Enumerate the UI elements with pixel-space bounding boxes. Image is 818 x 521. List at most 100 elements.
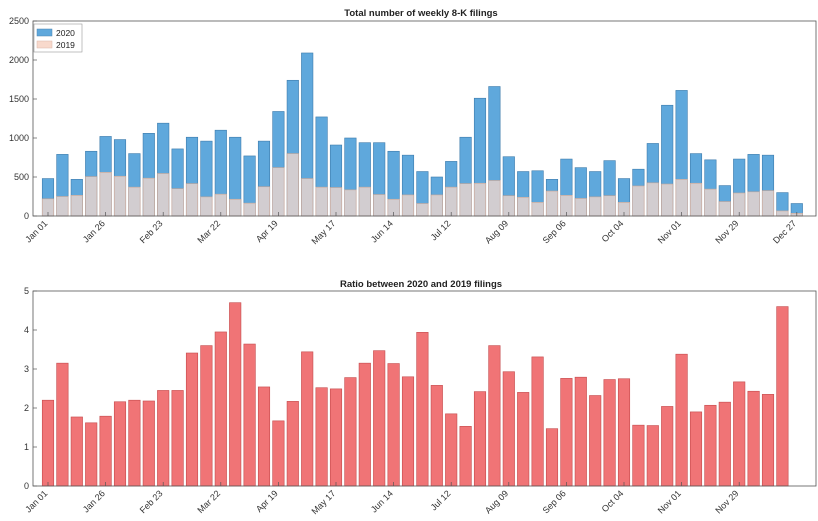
ratio-bar-s0-35 <box>545 428 559 487</box>
filings-bar-s1-33 <box>517 196 530 217</box>
ratio-bar-s0-06 <box>128 399 141 487</box>
ratio-xtick-label-0: Jan 01 <box>23 488 49 514</box>
filings-bar-s1-05 <box>113 175 127 217</box>
ratio-ytick-label-1: 1 <box>24 442 29 452</box>
ratio-bar-s0-50 <box>761 394 775 487</box>
filings-bar-s1-19 <box>315 186 328 217</box>
ratio-x-axis: Jan 01 Jan 26 Feb 23 Mar 22 Apr 19 May 17 Jun … <box>23 482 741 516</box>
ratio-xtick-label-11: Nov 01 <box>656 488 683 515</box>
filings-bar-s1-22 <box>358 186 371 217</box>
filings-xtick-label-13: Dec 27 <box>771 218 798 245</box>
ratio-xtick-label-7: Jul 12 <box>429 488 453 512</box>
ratio-bar-s0-32 <box>502 371 515 487</box>
ratio-bar-s0-13 <box>229 302 242 487</box>
filings-chart: Total number of weekly 8-K filings 0 500 1… <box>9 8 817 246</box>
filings-bar-s1-14 <box>243 202 256 217</box>
ratio-chart-title: Ratio between 2020 and 2019 filings <box>340 279 502 290</box>
filings-bar-s1-17 <box>286 153 299 217</box>
filings-bar-s1-11 <box>200 196 213 217</box>
filings-bar-s1-20 <box>329 187 343 217</box>
filings-bar-s1-08 <box>157 173 170 217</box>
ratio-bar-s0-01 <box>56 362 69 487</box>
ratio-bar-s0-11 <box>200 345 213 487</box>
ratio-bar-s0-21 <box>344 377 357 487</box>
ratio-chart: Ratio between 2020 and 2019 filings 0 1 2 3… <box>23 279 817 516</box>
ratio-bar-s0-16 <box>272 420 285 487</box>
ratio-bar-s0-18 <box>301 351 314 487</box>
filings-xtick-label-3: Mar 22 <box>195 218 222 245</box>
ratio-xtick-label-9: Sep 06 <box>541 488 568 515</box>
ratio-bar-s0-48 <box>733 381 746 487</box>
filings-bar-s1-26 <box>416 203 429 217</box>
filings-bar-s1-37 <box>574 198 587 217</box>
filings-bar-s1-16 <box>272 167 285 217</box>
ratio-bar-s0-29 <box>459 426 472 487</box>
filings-ytick-label-0: 0 <box>24 211 29 221</box>
filings-bars <box>41 52 803 217</box>
ratio-bar-s0-38 <box>589 395 602 487</box>
ratio-bar-s0-00 <box>41 399 55 487</box>
filings-xtick-label-12: Nov 29 <box>713 218 740 245</box>
ratio-bar-s0-05 <box>113 401 127 487</box>
ratio-bar-s0-26 <box>416 332 429 487</box>
ratio-bar-s0-31 <box>488 345 501 487</box>
filings-bar-s1-04 <box>99 172 112 217</box>
ratio-xtick-label-5: May 17 <box>309 488 337 516</box>
ratio-plot-frame <box>32 290 817 487</box>
ratio-bar-s0-09 <box>171 390 184 487</box>
ratio-bar-s0-25 <box>401 376 415 487</box>
filings-bar-s1-46 <box>704 188 717 217</box>
ratio-bar-s0-40 <box>617 378 631 487</box>
ratio-bar-s0-22 <box>358 362 371 487</box>
filings-bar-s1-35 <box>545 190 559 217</box>
filings-bar-s1-30 <box>473 182 487 217</box>
ratio-bar-s0-07 <box>142 400 155 487</box>
filings-xtick-label-5: May 17 <box>309 218 337 246</box>
filings-bar-s1-06 <box>128 186 141 217</box>
ratio-xtick-label-3: Mar 22 <box>195 488 222 515</box>
filings-ytick-label-4: 2000 <box>9 55 29 65</box>
filings-bar-s1-45 <box>689 182 703 217</box>
filings-xtick-label-8: Aug 09 <box>483 218 510 245</box>
ratio-bar-s0-51 <box>776 306 789 487</box>
filings-bar-s1-47 <box>718 201 731 217</box>
filings-bar-s1-27 <box>430 194 443 217</box>
filings-bar-s1-15 <box>257 186 271 217</box>
ratio-xtick-label-8: Aug 09 <box>483 488 510 515</box>
filings-chart-title: Total number of weekly 8-K filings <box>344 8 497 19</box>
ratio-xtick-label-12: Nov 29 <box>713 488 740 515</box>
ratio-y-axis: 0 1 2 3 4 5 <box>24 286 37 491</box>
ratio-bar-s0-20 <box>329 388 343 487</box>
filings-bar-s1-39 <box>603 195 616 217</box>
filings-xtick-label-4: Apr 19 <box>254 218 280 244</box>
ratio-bar-s0-12 <box>214 331 227 487</box>
filings-bar-s1-23 <box>373 194 386 217</box>
filings-bar-s1-02 <box>70 195 83 217</box>
legend-swatch-2020 <box>36 28 53 37</box>
filings-bar-s1-21 <box>344 189 357 217</box>
filings-bar-s1-44 <box>675 179 688 217</box>
filings-xtick-label-0: Jan 01 <box>23 218 49 244</box>
ratio-ytick-label-5: 5 <box>24 286 29 296</box>
filings-legend: 2020 2019 <box>33 23 83 53</box>
filings-xtick-label-11: Nov 01 <box>656 218 683 245</box>
ratio-xtick-label-6: Jun 14 <box>369 488 395 514</box>
filings-bar-s1-42 <box>646 182 659 217</box>
filings-bar-s1-03 <box>85 176 98 217</box>
ratio-bar-s0-23 <box>373 350 386 487</box>
ratio-bar-s0-27 <box>430 385 443 487</box>
ratio-bar-s0-42 <box>646 425 659 487</box>
filings-xtick-label-9: Sep 06 <box>541 218 568 245</box>
filings-bar-s1-13 <box>229 198 242 217</box>
ratio-bar-s0-47 <box>718 401 731 487</box>
ratio-bar-s0-04 <box>99 415 112 487</box>
filings-ytick-label-2: 1000 <box>9 133 29 143</box>
filings-bar-s1-18 <box>301 178 314 217</box>
ratio-xtick-label-4: Apr 19 <box>254 488 280 514</box>
filings-bar-s1-28 <box>445 186 458 217</box>
ratio-bar-s0-44 <box>675 353 688 487</box>
filings-bar-s1-25 <box>401 194 415 217</box>
filings-xtick-label-6: Jun 14 <box>369 218 395 244</box>
legend-label-2019: 2019 <box>56 40 75 50</box>
